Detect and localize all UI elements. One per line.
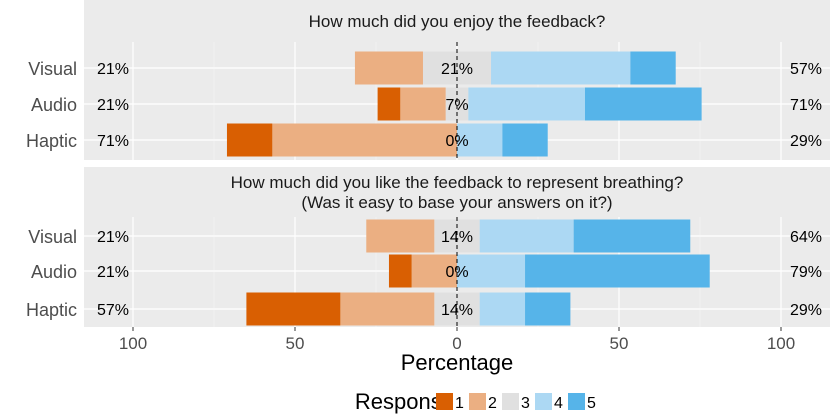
bar-segment-level-4: [479, 292, 526, 326]
bar-segment-level-2: [354, 51, 423, 85]
x-tick-label: 0: [452, 334, 461, 353]
x-tick-label: 100: [767, 334, 795, 353]
left-percent-label: 57%: [97, 302, 129, 319]
legend-label-5: 5: [587, 395, 596, 412]
center-percent-label: 21%: [441, 61, 473, 78]
right-percent-label: 64%: [790, 229, 822, 246]
legend-swatch-2: [469, 393, 486, 410]
category-label: Audio: [31, 262, 77, 282]
panel-title-line: (Was it easy to base your answers on it?…: [301, 193, 612, 212]
bar-segment-level-5: [584, 87, 702, 121]
bar-segment-level-5: [525, 254, 710, 288]
bar-segment-level-4: [468, 87, 585, 121]
legend-label-3: 3: [521, 395, 530, 412]
right-percent-label: 29%: [790, 302, 822, 319]
category-label: Audio: [31, 95, 77, 115]
panel-title-line: How much did you like the feedback to re…: [231, 173, 684, 192]
bar-segment-level-1: [388, 254, 412, 288]
right-percent-label: 57%: [790, 61, 822, 78]
legend-swatch-1: [436, 393, 453, 410]
right-percent-label: 79%: [790, 264, 822, 281]
bar-segment-level-4: [457, 254, 526, 288]
x-axis-title: Percentage: [401, 350, 514, 375]
legend-swatch-5: [568, 393, 585, 410]
bar-segment-level-2: [340, 292, 435, 326]
bar-segment-level-2: [272, 123, 457, 157]
chart-panels: How much did you enjoy the feedback? Visu…: [26, 0, 830, 327]
bar-row-haptic: [226, 123, 548, 157]
center-percent-label: 0%: [445, 264, 468, 281]
x-tick-label: 50: [610, 334, 629, 353]
left-percent-label: 21%: [97, 229, 129, 246]
panel-title-line: How much did you enjoy the feedback?: [309, 12, 606, 31]
bar-row-audio: [377, 87, 702, 121]
bar-segment-level-3: [445, 87, 469, 121]
bar-row-audio: [388, 254, 710, 288]
panel-strip: [84, 0, 830, 42]
category-label: Visual: [28, 59, 77, 79]
bar-row-visual: [354, 51, 676, 85]
bar-segment-level-4: [491, 51, 631, 85]
x-axis: 100 50 0 50 100: [119, 327, 795, 353]
bar-segment-level-2: [400, 87, 446, 121]
bar-segment-level-2: [366, 219, 435, 253]
x-tick-label: 100: [119, 334, 147, 353]
bar-segment-level-1: [377, 87, 401, 121]
legend-label-2: 2: [488, 395, 497, 412]
bar-segment-level-5: [573, 219, 691, 253]
panel-2: How much did you like the feedback to re…: [26, 167, 830, 327]
legend: Response 1 2 3 4 5: [355, 389, 596, 414]
panel-1: How much did you enjoy the feedback? Visu…: [26, 0, 830, 160]
panel-strip: [84, 167, 830, 217]
bar-segment-level-4: [479, 219, 574, 253]
bar-segment-level-5: [502, 123, 548, 157]
left-percent-label: 71%: [97, 133, 129, 150]
bar-segment-level-2: [411, 254, 457, 288]
legend-label-1: 1: [455, 395, 464, 412]
bar-segment-level-1: [246, 292, 341, 326]
bar-segment-level-5: [630, 51, 676, 85]
x-tick-label: 50: [286, 334, 305, 353]
legend-label-4: 4: [554, 395, 563, 412]
right-percent-label: 71%: [790, 97, 822, 114]
category-label: Haptic: [26, 131, 77, 151]
bar-row-visual: [366, 219, 691, 253]
category-label: Visual: [28, 227, 77, 247]
legend-swatch-3: [502, 393, 519, 410]
bar-segment-level-1: [226, 123, 273, 157]
right-percent-label: 29%: [790, 133, 822, 150]
bar-segment-level-5: [525, 292, 571, 326]
left-percent-label: 21%: [97, 97, 129, 114]
left-percent-label: 21%: [97, 61, 129, 78]
bar-segment-level-4: [457, 123, 503, 157]
bar-row-haptic: [246, 292, 571, 326]
category-label: Haptic: [26, 300, 77, 320]
legend-swatch-4: [535, 393, 552, 410]
left-percent-label: 21%: [97, 264, 129, 281]
center-percent-label: 14%: [441, 229, 473, 246]
